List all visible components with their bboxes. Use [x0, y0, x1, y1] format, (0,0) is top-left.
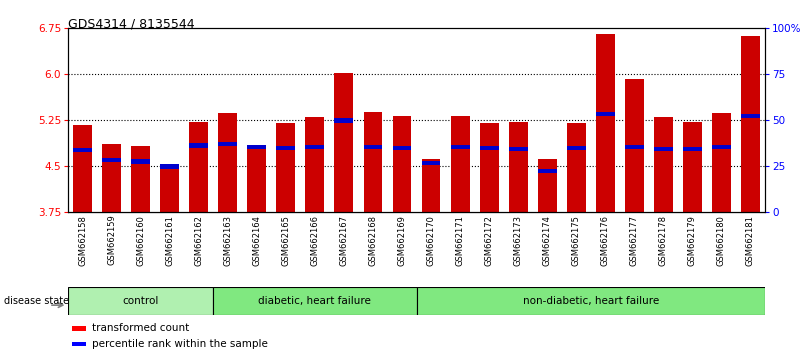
- Bar: [189, 122, 208, 212]
- Text: non-diabetic, heart failure: non-diabetic, heart failure: [522, 296, 659, 306]
- Text: GSM662164: GSM662164: [252, 215, 261, 266]
- Text: GSM662165: GSM662165: [281, 215, 290, 266]
- Bar: [625, 79, 644, 212]
- Bar: [480, 146, 498, 150]
- Bar: [160, 166, 179, 212]
- Bar: [276, 146, 296, 150]
- Bar: [248, 144, 266, 149]
- Text: GDS4314 / 8135544: GDS4314 / 8135544: [68, 18, 195, 31]
- Bar: [248, 145, 266, 212]
- Bar: [71, 326, 86, 331]
- Bar: [73, 125, 92, 212]
- Bar: [509, 122, 528, 212]
- Bar: [421, 159, 441, 212]
- Bar: [213, 287, 417, 315]
- Bar: [654, 147, 673, 152]
- Bar: [712, 144, 731, 149]
- Bar: [364, 112, 382, 212]
- Text: GSM662180: GSM662180: [717, 215, 726, 266]
- Bar: [131, 159, 150, 164]
- Bar: [421, 161, 441, 165]
- Text: GSM662166: GSM662166: [311, 215, 320, 266]
- Bar: [654, 117, 673, 212]
- Bar: [335, 73, 353, 212]
- Text: GSM662172: GSM662172: [485, 215, 493, 266]
- Bar: [131, 146, 150, 212]
- Bar: [103, 144, 121, 212]
- Bar: [567, 124, 586, 212]
- Text: GSM662178: GSM662178: [659, 215, 668, 266]
- Text: percentile rank within the sample: percentile rank within the sample: [92, 339, 268, 349]
- Text: GSM662177: GSM662177: [630, 215, 638, 266]
- Bar: [305, 117, 324, 212]
- Bar: [73, 148, 92, 152]
- Bar: [335, 118, 353, 122]
- Text: GSM662170: GSM662170: [427, 215, 436, 266]
- Bar: [160, 164, 179, 169]
- Text: GSM662176: GSM662176: [601, 215, 610, 266]
- Text: diabetic, heart failure: diabetic, heart failure: [259, 296, 372, 306]
- Bar: [451, 116, 469, 212]
- Text: GSM662161: GSM662161: [165, 215, 174, 266]
- Text: GSM662160: GSM662160: [136, 215, 145, 266]
- Text: GSM662162: GSM662162: [195, 215, 203, 266]
- Bar: [276, 124, 296, 212]
- Bar: [71, 342, 86, 346]
- Bar: [537, 159, 557, 212]
- Bar: [741, 36, 760, 212]
- Bar: [392, 146, 412, 150]
- Bar: [480, 124, 498, 212]
- Bar: [567, 146, 586, 150]
- Bar: [305, 144, 324, 149]
- Text: GSM662181: GSM662181: [746, 215, 755, 266]
- Bar: [68, 287, 213, 315]
- Bar: [509, 147, 528, 152]
- Text: control: control: [123, 296, 159, 306]
- Text: GSM662169: GSM662169: [397, 215, 406, 266]
- Text: disease state: disease state: [4, 296, 69, 306]
- Bar: [189, 143, 208, 148]
- Text: GSM662158: GSM662158: [78, 215, 87, 266]
- Text: transformed count: transformed count: [92, 323, 190, 333]
- Bar: [392, 116, 412, 212]
- Text: GSM662159: GSM662159: [107, 215, 116, 266]
- Bar: [219, 113, 237, 212]
- Bar: [103, 158, 121, 162]
- Text: GSM662175: GSM662175: [572, 215, 581, 266]
- Text: GSM662171: GSM662171: [456, 215, 465, 266]
- Bar: [451, 144, 469, 149]
- Text: GSM662167: GSM662167: [340, 215, 348, 266]
- Bar: [683, 147, 702, 152]
- Bar: [625, 144, 644, 149]
- Bar: [712, 113, 731, 212]
- Text: GSM662168: GSM662168: [368, 215, 377, 266]
- Text: GSM662173: GSM662173: [513, 215, 522, 266]
- Bar: [596, 34, 614, 212]
- Bar: [741, 114, 760, 118]
- Bar: [537, 169, 557, 173]
- Bar: [417, 287, 765, 315]
- Bar: [219, 142, 237, 146]
- Text: GSM662174: GSM662174: [543, 215, 552, 266]
- Bar: [364, 144, 382, 149]
- Bar: [596, 112, 614, 116]
- Bar: [683, 122, 702, 212]
- Text: GSM662179: GSM662179: [688, 215, 697, 266]
- Text: GSM662163: GSM662163: [223, 215, 232, 266]
